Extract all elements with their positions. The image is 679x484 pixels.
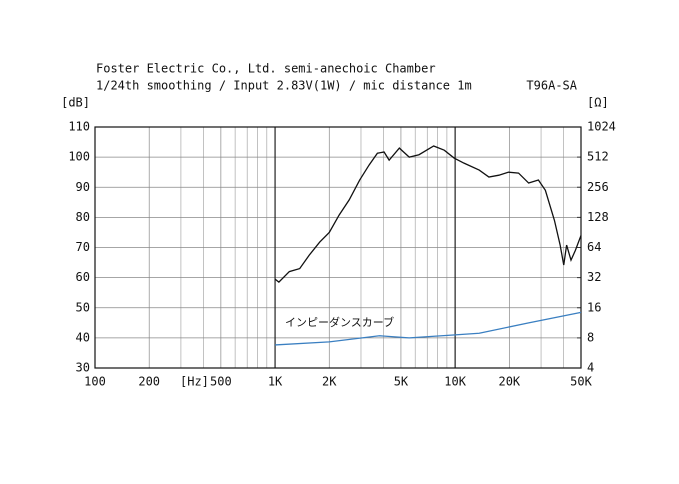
model-label: T96A-SA [526,79,577,93]
x-tick-label: 200 [138,375,160,389]
y2-tick-label: 1024 [587,120,616,134]
y2-tick-label: 4 [587,361,594,375]
y-tick-label: 40 [76,330,90,344]
y2-tick-label: 128 [587,210,609,224]
x-tick-label: 500 [210,375,232,389]
x-tick-label: 50K [570,375,592,389]
y-tick-label: 70 [76,240,90,254]
y2-tick-label: 512 [587,150,609,164]
y-tick-label: 80 [76,210,90,224]
y2-axis-label: [Ω] [587,96,609,110]
y-tick-label: 50 [76,300,90,314]
annotation: インピーダンスカーブ [285,315,394,329]
x-tick-label: 10K [444,375,466,389]
y2-tick-label: 256 [587,180,609,194]
x-tick-label: 5K [394,375,409,389]
y-tick-label: 110 [68,120,90,134]
x-tick-label: 1K [268,375,283,389]
y-axis-label: [dB] [61,96,90,110]
y-tick-label: 90 [76,180,90,194]
y2-tick-label: 16 [587,300,601,314]
chart-subtitle: 1/24th smoothing / Input 2.83V(1W) / mic… [96,79,472,93]
y2-tick-label: 32 [587,270,601,284]
series-line [274,145,582,284]
x-tick-label: 20K [498,375,520,389]
chart-title: Foster Electric Co., Ltd. semi-anechoic … [96,62,436,76]
series-line [275,311,582,346]
x-tick-label: 2K [322,375,337,389]
y2-tick-label: 64 [587,240,601,254]
y-tick-label: 100 [68,150,90,164]
y-tick-label: 60 [76,270,90,284]
x-axis-label: [Hz] [180,375,209,389]
x-tick-label: 100 [84,375,106,389]
y2-tick-label: 8 [587,330,594,344]
y-tick-label: 30 [76,361,90,375]
plot-frame [94,126,582,369]
